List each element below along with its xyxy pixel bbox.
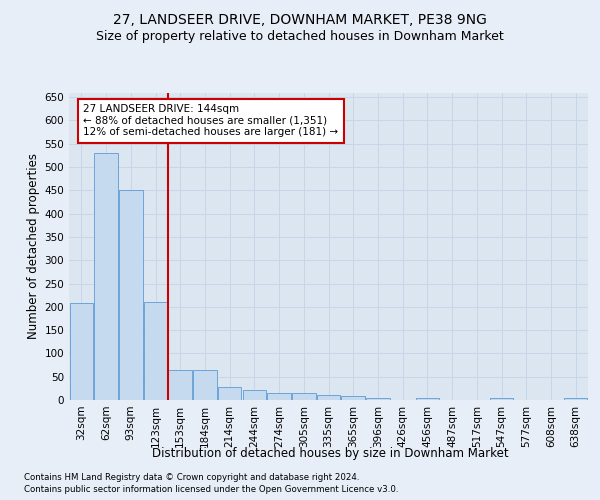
Bar xyxy=(242,390,266,400)
Text: 27 LANDSEER DRIVE: 144sqm
← 88% of detached houses are smaller (1,351)
12% of se: 27 LANDSEER DRIVE: 144sqm ← 88% of detac… xyxy=(83,104,338,138)
Bar xyxy=(193,370,217,400)
Text: Contains public sector information licensed under the Open Government Licence v3: Contains public sector information licen… xyxy=(24,485,398,494)
Text: Size of property relative to detached houses in Downham Market: Size of property relative to detached ho… xyxy=(96,30,504,43)
Text: Contains HM Land Registry data © Crown copyright and database right 2024.: Contains HM Land Registry data © Crown c… xyxy=(24,472,359,482)
Bar xyxy=(366,398,389,400)
Text: Distribution of detached houses by size in Downham Market: Distribution of detached houses by size … xyxy=(152,448,508,460)
Bar xyxy=(341,396,365,400)
Bar xyxy=(119,190,143,400)
Text: 27, LANDSEER DRIVE, DOWNHAM MARKET, PE38 9NG: 27, LANDSEER DRIVE, DOWNHAM MARKET, PE38… xyxy=(113,12,487,26)
Bar xyxy=(218,388,241,400)
Bar xyxy=(416,398,439,400)
Bar xyxy=(564,398,587,400)
Bar xyxy=(268,393,291,400)
Bar xyxy=(490,398,513,400)
Bar xyxy=(94,153,118,400)
Bar xyxy=(169,370,192,400)
Y-axis label: Number of detached properties: Number of detached properties xyxy=(27,153,40,339)
Bar xyxy=(70,303,93,400)
Bar xyxy=(292,393,316,400)
Bar xyxy=(317,396,340,400)
Bar xyxy=(144,302,167,400)
